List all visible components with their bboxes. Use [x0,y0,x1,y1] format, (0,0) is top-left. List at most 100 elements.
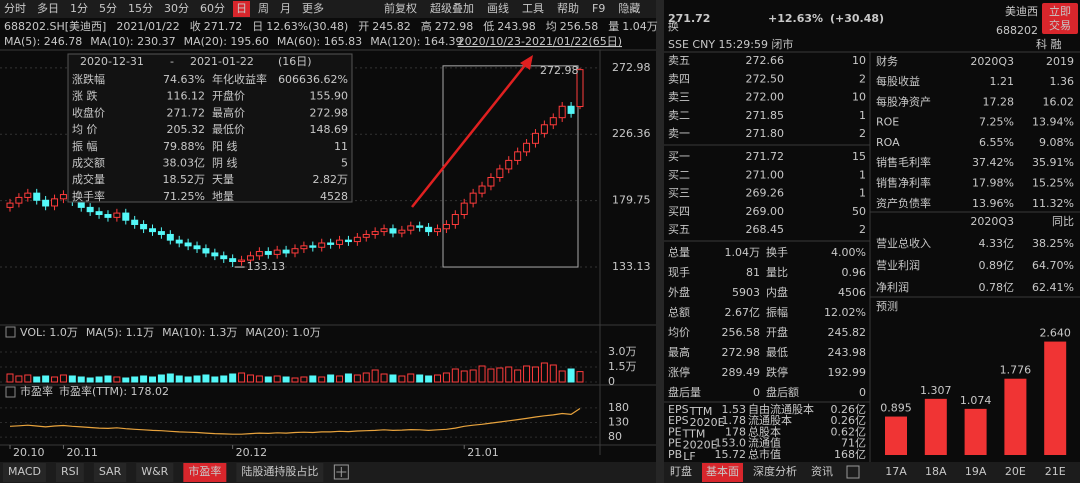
popup-value: 148.69 [310,123,349,136]
stat-label: 盘后额 [766,385,799,399]
indicator-tab[interactable]: W&R [141,465,168,478]
grid-icon[interactable] [846,465,860,479]
trade-button[interactable] [1042,3,1078,34]
toolbar-button[interactable]: 分时 [4,2,26,15]
toolbar-button[interactable]: 前复权 [384,1,417,15]
bottom-tab[interactable]: 基本面 [706,464,739,478]
add-tab[interactable] [333,464,349,480]
volume-bar [344,373,352,383]
stat-value: 5903 [732,286,760,299]
val-value: 1.53 [722,403,747,416]
toolbar-button[interactable]: 月 [280,2,291,15]
candle-body [353,236,361,243]
indicator-tab[interactable]: 陆股通持股占比 [241,464,318,478]
help-icon[interactable] [5,326,16,338]
market-meta: SSE CNY 15:29:59 闭市 [668,37,793,51]
stat-value: 81 [746,266,760,279]
volume-bar [229,373,237,383]
volume-bar [567,368,575,383]
volume-bar [273,375,281,383]
field-value: 272.98 [435,20,474,33]
add-tab-plus [336,467,347,477]
volume-bar [15,375,23,383]
book-price: 271.80 [746,127,785,140]
x-tick-label: 18A [925,465,947,478]
toolbar-button[interactable]: 5分 [99,2,117,15]
toolbar-button[interactable]: 超级叠加 [430,1,474,15]
toolbar-button[interactable]: 周 [258,2,269,15]
bottom-tab[interactable]: 深度分析 [753,464,797,478]
fin-value: 64.70% [1032,259,1074,272]
fin-label: 销售毛利率 [876,155,931,169]
candle-body [425,226,433,233]
indicator-tab[interactable]: RSI [61,465,79,478]
toolbar-button[interactable]: 隐藏 [618,2,640,15]
popup-label: 开盘价 [212,89,245,103]
help-icon[interactable] [5,386,16,398]
volume-bar [496,367,504,383]
ma-legend: MA(10): 230.37 [90,35,175,48]
bottom-tab[interactable]: 资讯 [811,465,833,478]
volume-bar [478,365,486,383]
stat-label: 开盘 [766,325,788,339]
fin-value: 38.25% [1032,237,1074,250]
toolbar-button[interactable]: 30分 [164,2,189,15]
volume-legend: VOL: 1.0万 [20,326,78,339]
fin-value: 15.25% [1032,177,1074,190]
toolbar-button[interactable]: 60分 [200,2,225,15]
candle-body [104,214,112,218]
val-label: 总股本 [748,424,781,438]
fin-value: 7.25% [979,116,1014,129]
book-label: 卖五 [668,54,690,67]
popup-label: 换手率 [72,189,105,203]
toolbar-button[interactable]: 更多 [302,1,324,15]
toolbar-button[interactable]: 日 [236,2,247,15]
trade-button-label[interactable]: 立即 [1049,4,1071,18]
book-label: 卖四 [668,72,690,85]
toolbar-button[interactable]: 画线 [487,1,509,15]
fin-label: 每股净资产 [876,94,931,108]
book-label: 买三 [668,187,690,200]
toolbar-button[interactable]: F9 [592,2,605,15]
fin-label: 营业利润 [876,258,920,272]
candle-body [309,245,317,248]
toolbar-button[interactable]: 工具 [522,2,544,15]
x-tick-label: 20.11 [66,446,98,459]
volume-bar [442,372,450,383]
toolbar-button[interactable]: 多日 [37,1,59,15]
fin-value: 17.28 [983,95,1015,108]
stat-value: 1.04万 [725,246,761,259]
book-qty: 2 [859,223,866,236]
volume-bar [184,376,192,383]
range-label: 2020/10/23-2021/01/22(65日) [458,35,622,48]
x-tick-label: 20E [1005,465,1026,478]
fin-value: 4.33亿 [979,237,1015,250]
field-value: 243.98 [497,20,536,33]
val-value: 15.72 [715,448,747,461]
indicator-tab[interactable]: MACD [8,465,41,478]
candle-body [51,198,59,207]
candle-body [398,229,406,234]
change-pct: +12.63% [768,12,823,25]
popup-date: 2020-12-31 [80,55,144,68]
candle-body [15,196,23,204]
candle-body [531,132,539,144]
fin-label: 资产负债率 [876,196,931,210]
candle-body [344,239,352,243]
toolbar-button[interactable]: 1分 [70,2,88,15]
val-label: 自由流通股本 [748,402,814,416]
book-qty: 2 [859,72,866,85]
trade-button-label[interactable]: 交易 [1049,18,1071,32]
bottom-tab[interactable]: 盯盘 [670,464,692,478]
toolbar-button[interactable]: 15分 [128,2,153,15]
volume-bar [407,373,415,383]
candle-body [407,225,415,231]
stat-label: 量比 [766,266,788,279]
indicator-tab[interactable]: SAR [99,465,122,478]
candle-body [496,168,504,178]
indicator-tab[interactable]: 市盈率 [188,464,221,478]
toolbar-button[interactable]: 帮助 [557,1,579,15]
volume-bar [42,375,50,383]
candle-body [558,105,566,119]
